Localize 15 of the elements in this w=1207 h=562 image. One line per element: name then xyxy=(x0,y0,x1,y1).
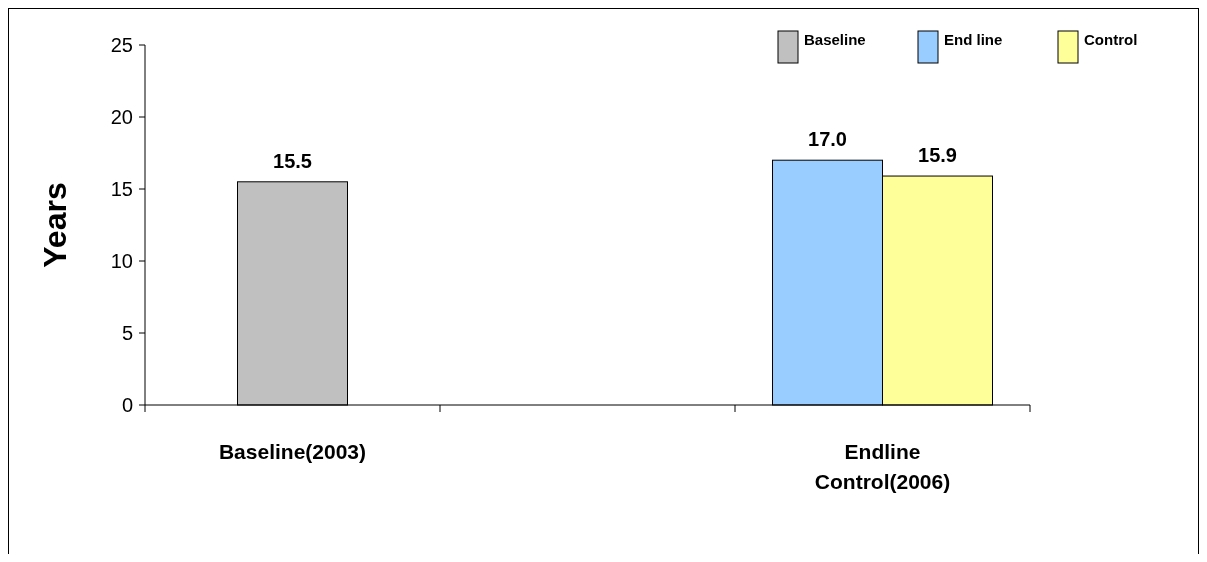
legend-label: End line xyxy=(944,31,1003,48)
y-tick-label: 5 xyxy=(121,322,133,344)
data-label: 15.5 xyxy=(273,149,312,172)
x-tick-label: Baseline(2003) xyxy=(218,440,367,463)
data-label: 15.9 xyxy=(918,144,957,167)
legend-label: Baseline xyxy=(804,31,866,48)
y-tick-label: 20 xyxy=(110,106,133,128)
x-tick-label: Endline Control(2006) xyxy=(814,440,951,493)
y-tick-label: 0 xyxy=(121,394,133,416)
y-tick-label: 25 xyxy=(110,34,133,56)
y-tick-label: 10 xyxy=(110,250,133,272)
y-axis-title: Years xyxy=(37,182,73,268)
legend-label: Control xyxy=(1084,31,1138,48)
y-tick-label: 15 xyxy=(110,178,133,200)
data-label: 17.0 xyxy=(808,128,847,151)
